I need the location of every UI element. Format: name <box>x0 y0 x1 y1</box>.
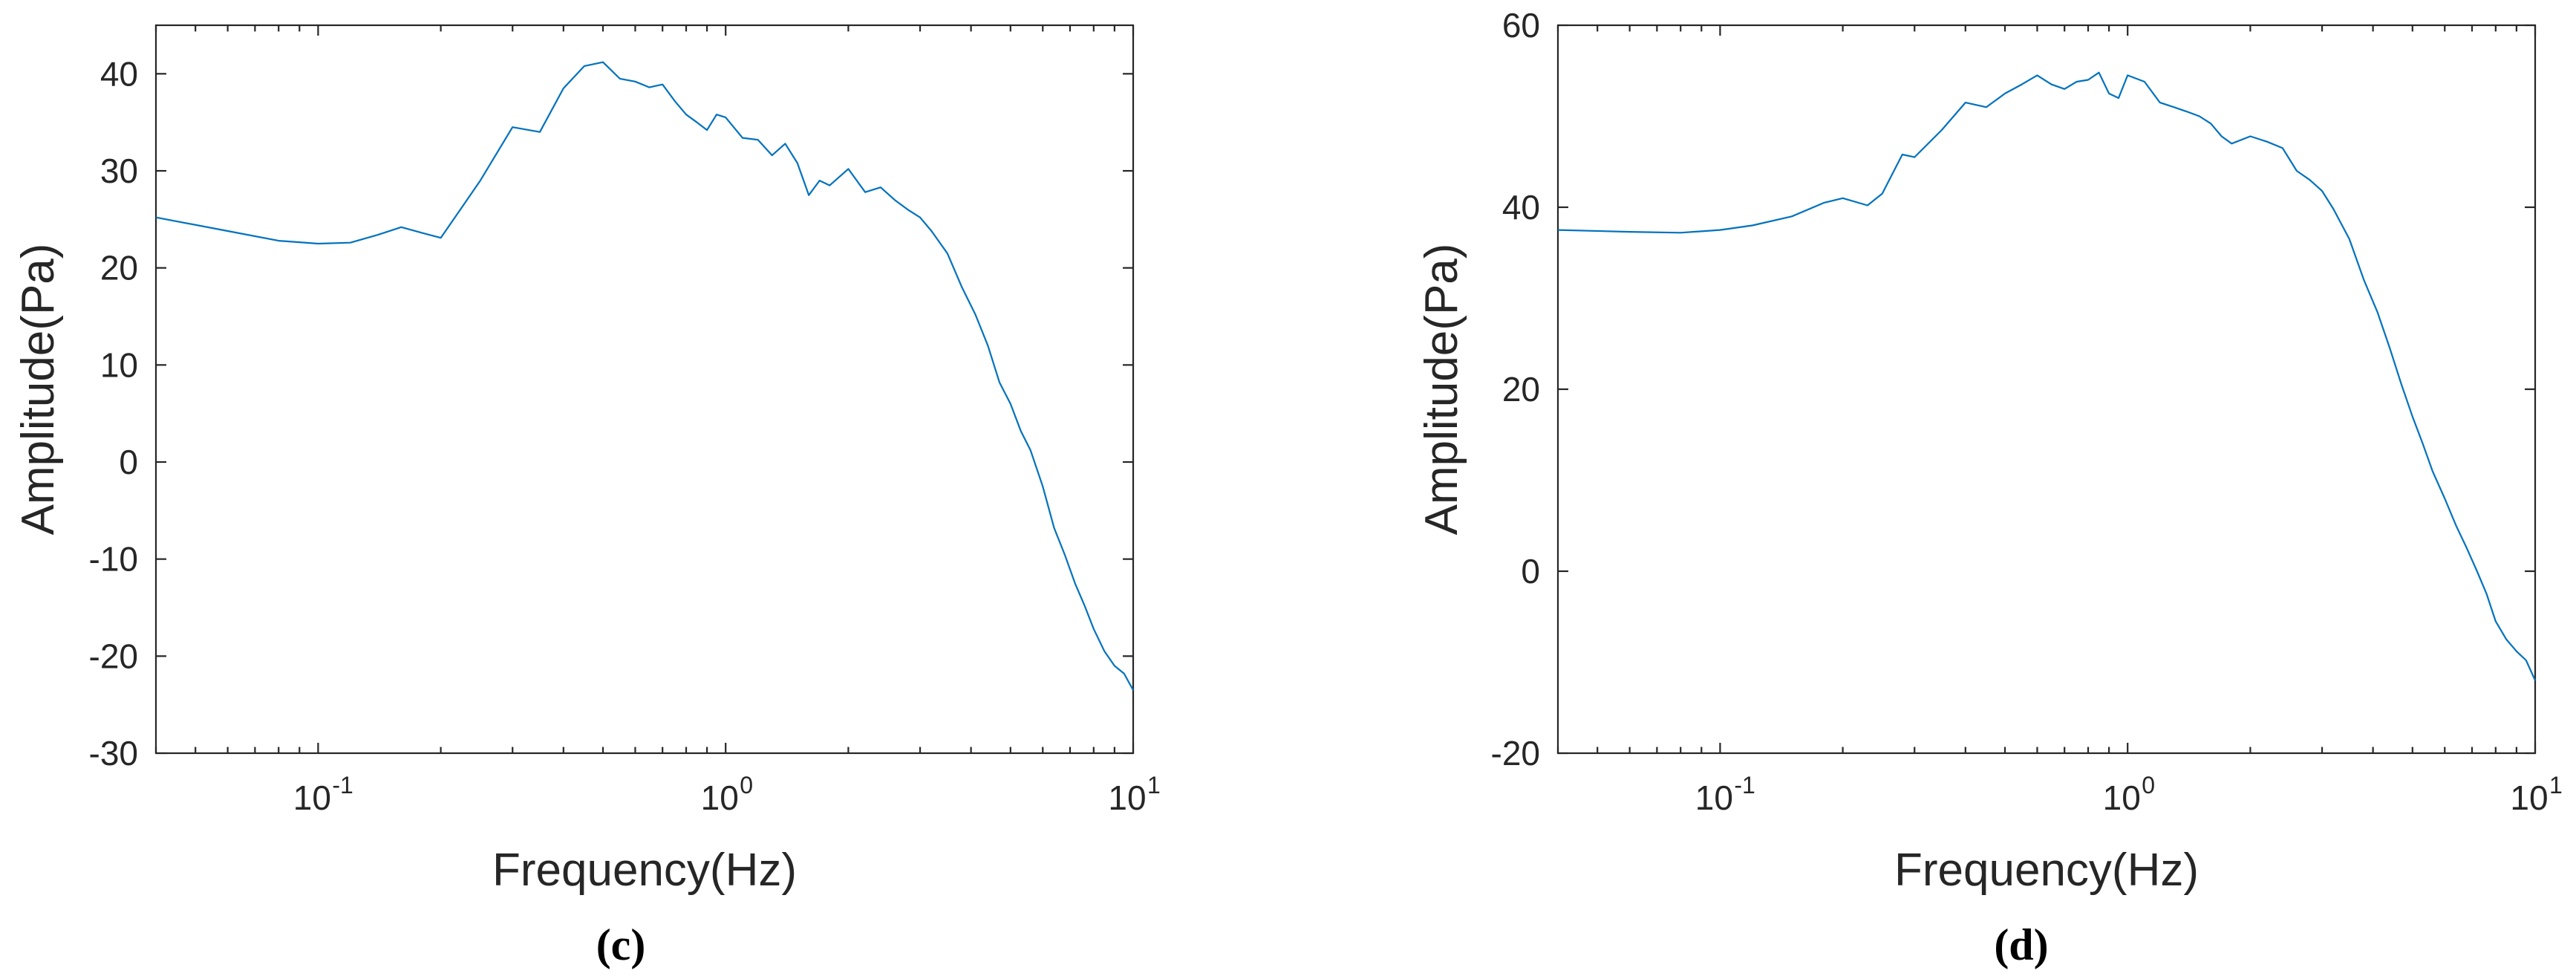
plot-area-frame <box>1556 24 2537 755</box>
x-tick-label-exponent: 1 <box>1147 772 1161 799</box>
y-tick-label: -10 <box>89 540 138 579</box>
y-axis-title: Amplitude(Pa) <box>1416 244 1467 536</box>
y-ticks: -30 -20 -10 0 10 20 30 40 <box>89 54 1133 773</box>
x-axis-title: Frequency(Hz) <box>1894 845 2199 896</box>
panel-label-c: (c) <box>596 920 646 969</box>
y-tick-label: 20 <box>1502 370 1540 409</box>
x-axis-title: Frequency(Hz) <box>492 845 797 896</box>
x-ticks: 10 -1 10 0 10 1 <box>154 25 1161 817</box>
x-tick-label-exponent: 0 <box>740 772 753 799</box>
y-tick-label: 0 <box>119 443 138 481</box>
x-tick-label-exponent: -1 <box>332 772 353 799</box>
x-tick-label-base: 10 <box>1695 778 1733 817</box>
x-tick-label-base: 10 <box>2510 778 2548 817</box>
series-layer <box>1557 71 2537 681</box>
x-tick-label: 10 1 <box>2510 772 2562 817</box>
panel-label-d: (d) <box>1994 920 2048 969</box>
x-tick-label: 10 -1 <box>1695 772 1755 817</box>
y-axis-title: Amplitude(Pa) <box>13 244 64 536</box>
x-tick-label-base: 10 <box>2103 778 2141 817</box>
x-tick-label: 10 1 <box>1108 772 1160 817</box>
x-tick-label-base: 10 <box>701 778 739 817</box>
x-tick-label: 10 -1 <box>293 772 353 817</box>
x-tick-label-base: 10 <box>293 778 331 817</box>
y-ticks: -20 0 20 40 60 <box>1491 6 2535 773</box>
x-tick-label-exponent: 0 <box>2142 772 2155 799</box>
y-tick-label: -20 <box>1491 734 1540 773</box>
x-tick-label-exponent: -1 <box>1734 772 1755 799</box>
y-tick-label: 20 <box>100 249 138 287</box>
series-layer <box>155 61 1134 691</box>
y-tick-label: 60 <box>1502 6 1540 45</box>
y-tick-label: 40 <box>100 54 138 93</box>
y-tick-label: 10 <box>100 345 138 384</box>
y-tick-label: -20 <box>89 637 138 675</box>
y-tick-label: 0 <box>1521 552 1540 591</box>
y-tick-label: 30 <box>100 152 138 190</box>
x-tick-label: 10 0 <box>701 772 753 817</box>
x-tick-label: 10 0 <box>2103 772 2155 817</box>
x-ticks: 10 -1 10 0 10 1 <box>1556 25 2563 817</box>
y-tick-label: -30 <box>89 734 138 773</box>
x-tick-label-exponent: 1 <box>2549 772 2563 799</box>
x-tick-label-base: 10 <box>1108 778 1146 817</box>
series-line-amplitude <box>1557 71 2537 681</box>
series-line-amplitude <box>155 61 1134 691</box>
y-tick-label: 40 <box>1502 188 1540 227</box>
plot-area-frame <box>154 24 1135 755</box>
